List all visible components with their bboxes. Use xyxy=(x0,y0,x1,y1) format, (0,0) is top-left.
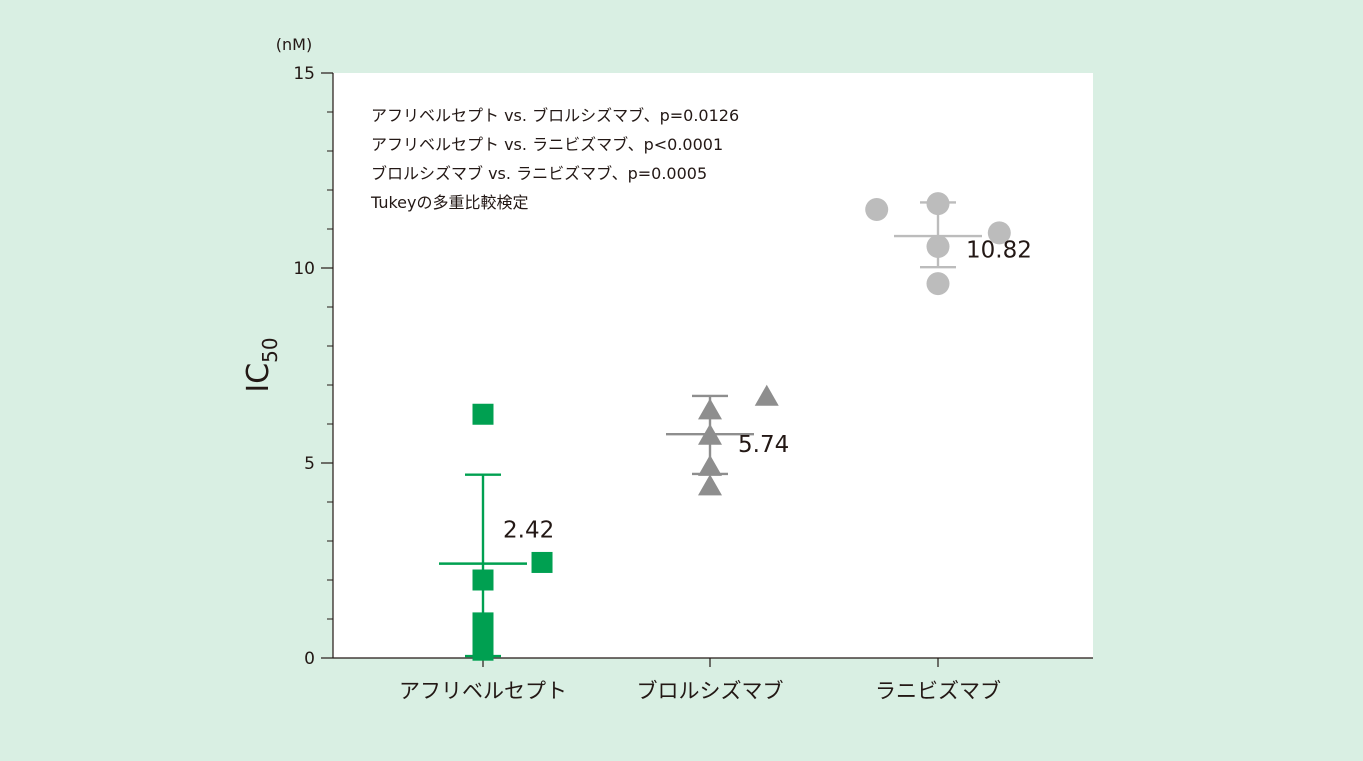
y-unit-label: (nM) xyxy=(276,35,312,54)
y-axis-title-subscript: 50 xyxy=(258,337,282,362)
x-tick-label: ラニビズマブ xyxy=(875,679,1001,703)
plot-area xyxy=(333,73,1093,658)
mean-value-label: 5.74 xyxy=(738,432,789,458)
mean-value-label: 2.42 xyxy=(503,517,554,543)
y-tick-label: 15 xyxy=(293,64,315,84)
data-point-square xyxy=(531,551,553,573)
data-point-triangle xyxy=(698,398,722,420)
data-point-circle xyxy=(926,272,950,296)
y-tick-label: 10 xyxy=(293,259,315,279)
stat-annotation: ブロルシズマブ vs. ラニビズマブ、p=0.0005 xyxy=(371,164,707,183)
data-point-square xyxy=(472,403,494,425)
stat-annotation: Tukeyの多重比較検定 xyxy=(370,193,529,212)
data-point-triangle xyxy=(698,423,722,445)
y-axis-title-main: IC xyxy=(241,363,276,393)
data-point-triangle xyxy=(698,474,722,496)
data-point-circle xyxy=(987,221,1011,245)
data-point-triangle xyxy=(698,454,722,476)
data-point-square xyxy=(472,569,494,591)
y-tick-label: 5 xyxy=(304,454,315,474)
data-point-circle xyxy=(926,192,950,216)
data-point-circle xyxy=(865,198,889,221)
y-tick-label: 0 xyxy=(304,649,315,669)
stat-annotation: アフリベルセプト vs. ラニビズマブ、p<0.0001 xyxy=(371,135,723,154)
data-point-square xyxy=(472,639,494,661)
x-tick-label: ブロルシズマブ xyxy=(637,679,784,703)
mean-value-label: 10.82 xyxy=(966,238,1032,264)
data-point-triangle xyxy=(754,384,779,406)
stat-annotation: アフリベルセプト vs. ブロルシズマブ、p=0.0126 xyxy=(371,106,739,125)
data-point-circle xyxy=(926,235,950,259)
y-axis-title: IC50 xyxy=(241,337,282,392)
x-tick-label: アフリベルセプト xyxy=(399,679,567,703)
